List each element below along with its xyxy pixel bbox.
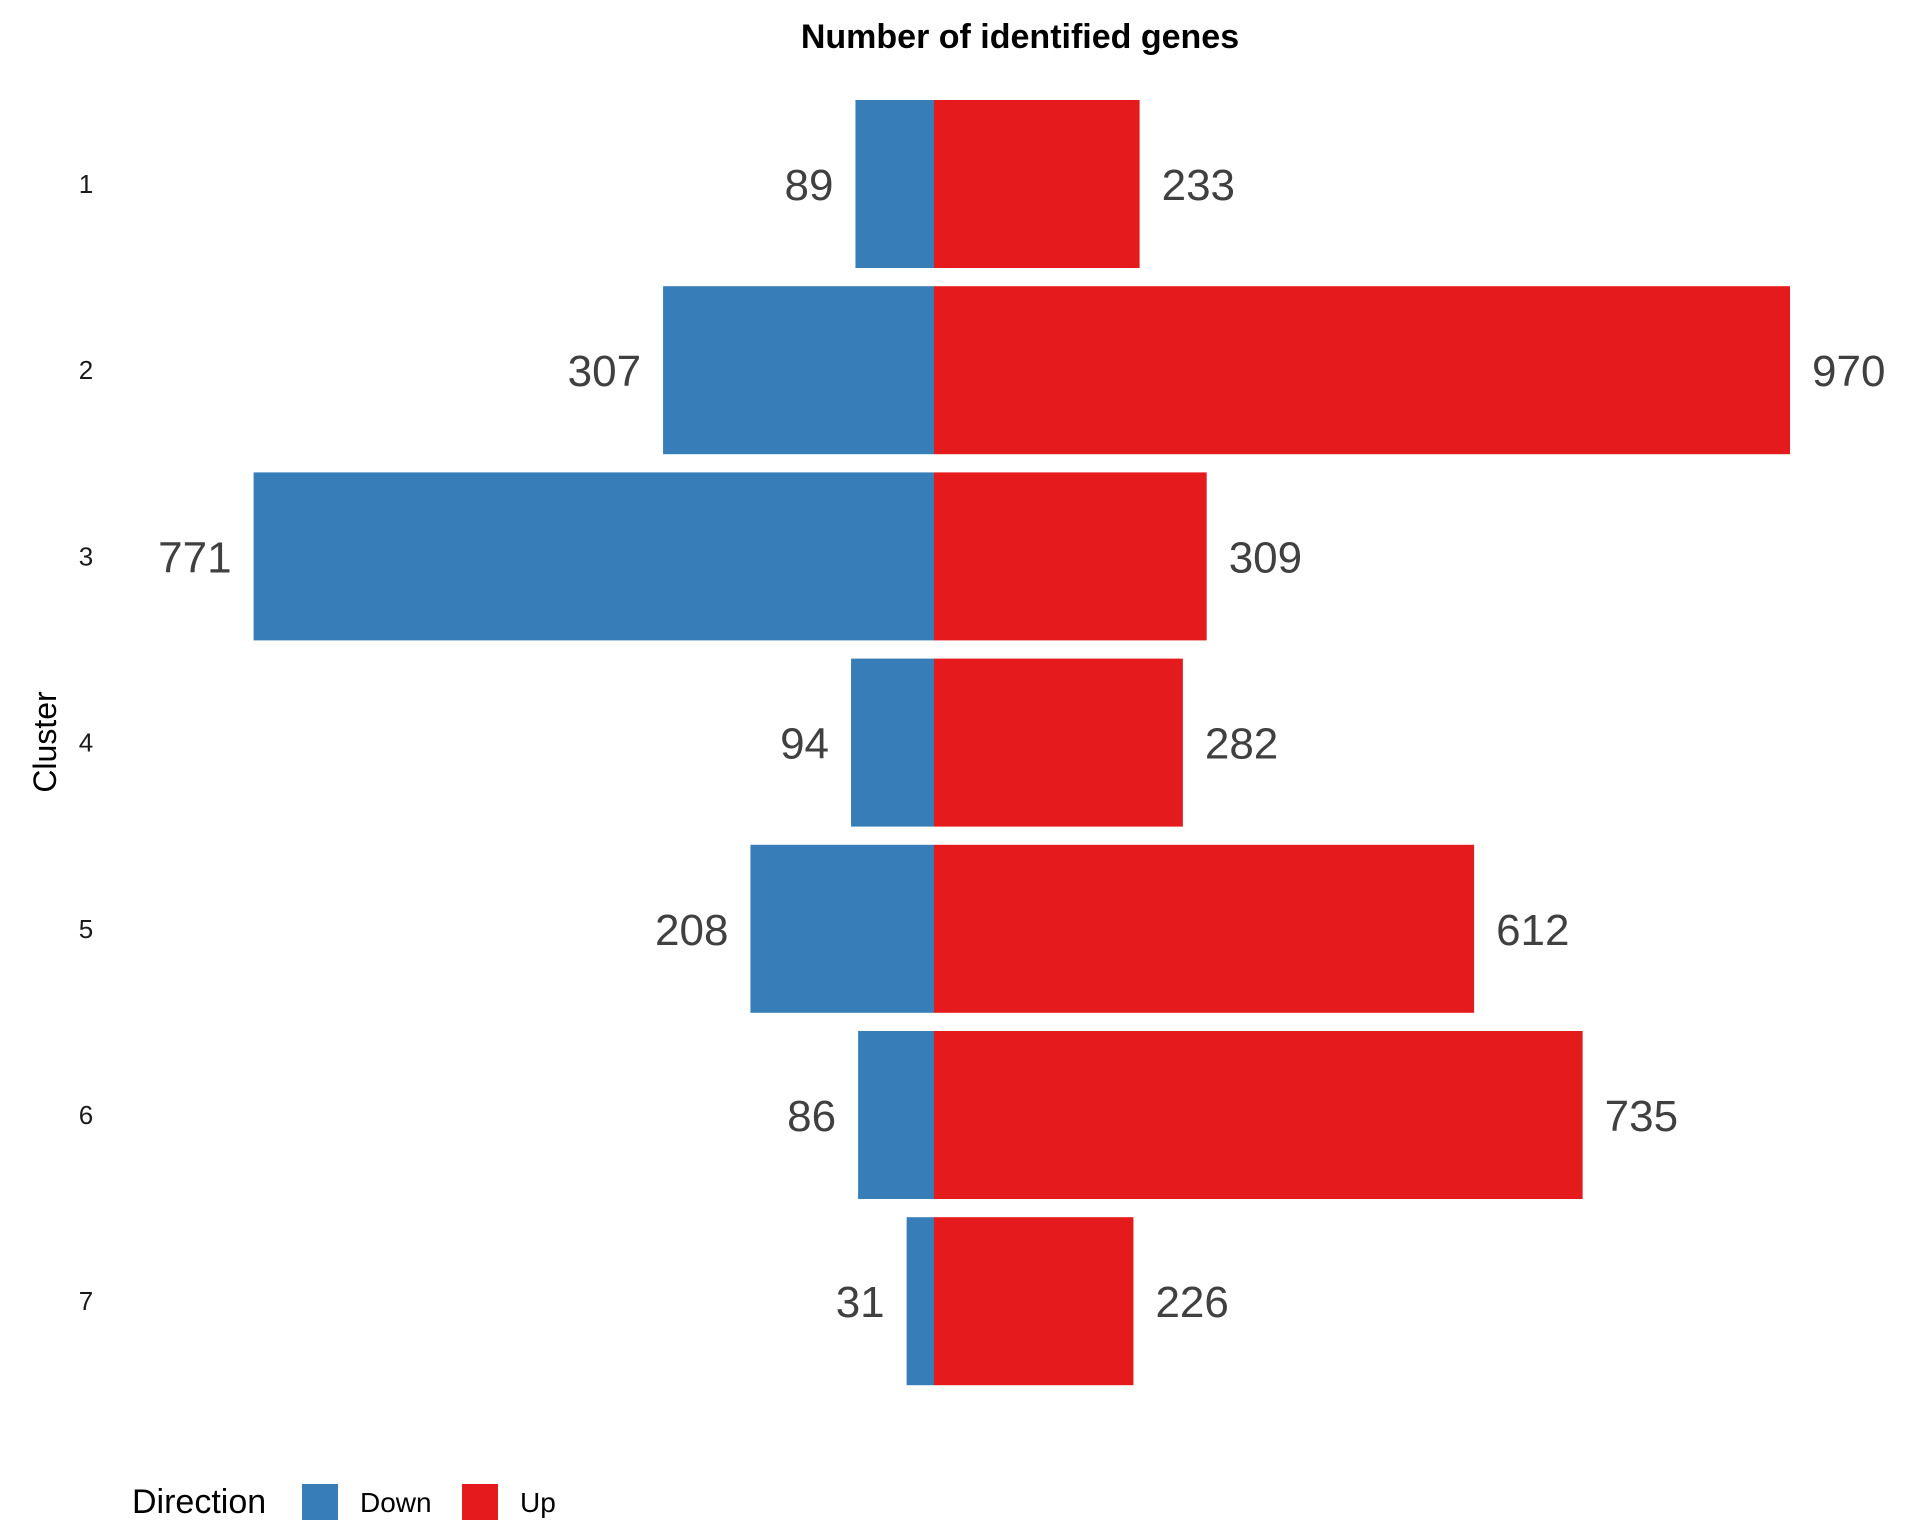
bar-down-cluster-3: [253, 472, 934, 641]
label-down-cluster-5: 208: [655, 906, 728, 955]
bar-down-cluster-5: [750, 844, 934, 1013]
legend-title: Direction: [132, 1483, 266, 1521]
legend-swatch-down: [302, 1484, 338, 1520]
label-down-cluster-4: 94: [780, 720, 829, 769]
bar-up-cluster-1: [934, 100, 1140, 268]
label-up-cluster-4: 282: [1205, 720, 1278, 769]
bar-down-cluster-7: [906, 1217, 934, 1386]
tick-label-cluster-5: 5: [79, 914, 93, 944]
bar-up-cluster-3: [934, 472, 1207, 641]
legend-label-down: Down: [360, 1487, 432, 1518]
label-up-cluster-7: 226: [1155, 1278, 1228, 1327]
bar-down-cluster-2: [663, 286, 934, 455]
legend-items: Down Up: [302, 1484, 556, 1520]
legend-label-up: Up: [520, 1487, 556, 1518]
tick-label-cluster-2: 2: [79, 355, 93, 385]
label-up-cluster-1: 233: [1162, 161, 1235, 210]
label-up-cluster-5: 612: [1496, 906, 1569, 955]
y-axis-ticks: 1 2 3 4 5 6 7: [79, 169, 93, 1316]
bar-up-cluster-7: [934, 1217, 1134, 1386]
bar-down-cluster-6: [858, 1031, 934, 1199]
tick-label-cluster-3: 3: [79, 541, 93, 571]
y-axis-label: Cluster: [27, 691, 63, 793]
label-down-cluster-1: 89: [785, 161, 834, 210]
label-up-cluster-6: 735: [1605, 1092, 1678, 1141]
bars: [253, 100, 1791, 1386]
label-down-cluster-3: 771: [158, 533, 231, 582]
bar-down-cluster-4: [851, 658, 934, 827]
chart-title: Number of identified genes: [801, 18, 1239, 56]
data-labels: 89 233 307 970 771 309 94 282 208 612 86 735 31 226: [158, 161, 1885, 1327]
label-down-cluster-2: 307: [568, 347, 641, 396]
label-down-cluster-7: 31: [836, 1278, 885, 1327]
bar-up-cluster-6: [934, 1031, 1583, 1199]
label-up-cluster-3: 309: [1229, 533, 1302, 582]
tick-label-cluster-4: 4: [79, 728, 93, 758]
bar-up-cluster-4: [934, 658, 1183, 827]
bar-up-cluster-2: [934, 286, 1791, 455]
tick-label-cluster-1: 1: [79, 169, 93, 199]
tick-label-cluster-6: 6: [79, 1100, 93, 1130]
legend: Direction Down Up: [132, 1483, 556, 1521]
label-up-cluster-2: 970: [1812, 347, 1885, 396]
tick-label-cluster-7: 7: [79, 1286, 93, 1316]
label-down-cluster-6: 86: [787, 1092, 836, 1141]
legend-swatch-up: [462, 1484, 498, 1520]
bar-down-cluster-1: [855, 100, 934, 268]
bar-up-cluster-5: [934, 844, 1475, 1013]
